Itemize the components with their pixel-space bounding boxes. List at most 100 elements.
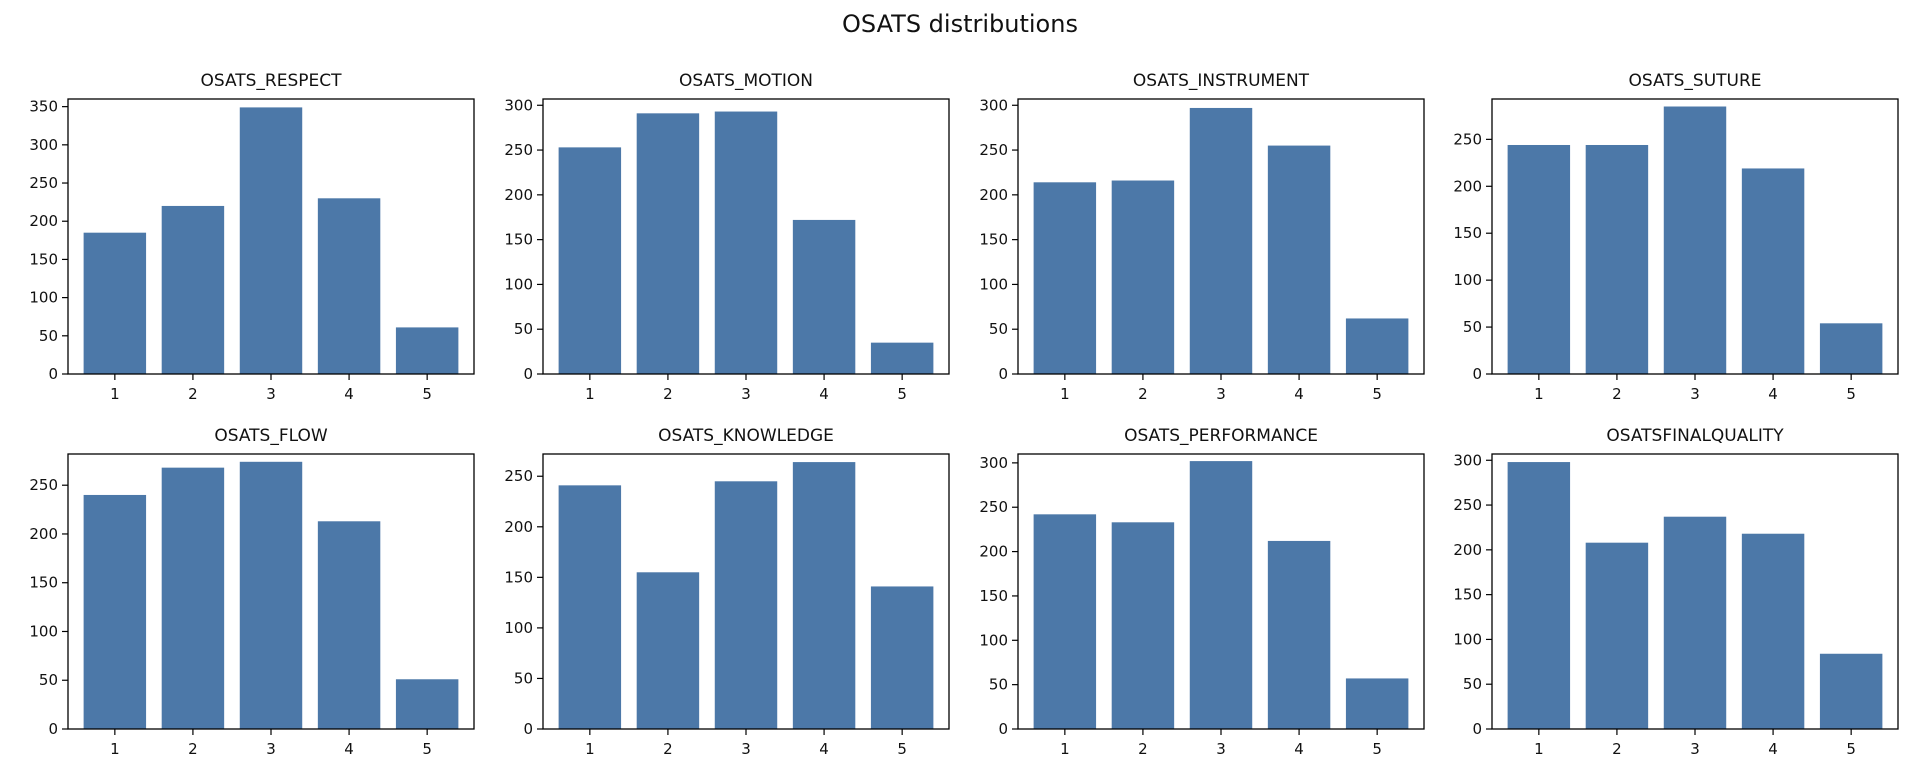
x-tick-label: 3 bbox=[741, 385, 751, 403]
bar bbox=[714, 481, 778, 729]
x-tick-label: 2 bbox=[1612, 385, 1622, 403]
y-tick-label: 100 bbox=[29, 289, 58, 307]
bar bbox=[317, 521, 381, 729]
y-tick-label: 0 bbox=[998, 365, 1008, 383]
bar bbox=[1033, 514, 1097, 729]
bar bbox=[1267, 145, 1331, 374]
x-tick-label: 1 bbox=[110, 385, 120, 403]
bar bbox=[1819, 653, 1883, 729]
y-tick-label: 150 bbox=[1453, 586, 1482, 604]
y-tick-label: 250 bbox=[29, 476, 58, 494]
bar bbox=[161, 205, 225, 374]
subplot-title: OSATS_RESPECT bbox=[200, 71, 342, 91]
x-tick-label: 4 bbox=[1768, 385, 1778, 403]
y-tick-label: 0 bbox=[48, 720, 58, 738]
x-tick-label: 4 bbox=[344, 740, 354, 758]
bar bbox=[1267, 540, 1331, 729]
x-tick-label: 2 bbox=[1612, 740, 1622, 758]
bar bbox=[558, 485, 622, 729]
bar bbox=[558, 147, 622, 374]
bar bbox=[1741, 168, 1805, 374]
x-tick-label: 2 bbox=[1138, 740, 1148, 758]
y-tick-label: 300 bbox=[1453, 451, 1482, 469]
y-tick-label: 50 bbox=[1463, 318, 1482, 336]
x-tick-label: 1 bbox=[585, 385, 595, 403]
subplot-title: OSATS_MOTION bbox=[679, 71, 813, 91]
y-tick-label: 100 bbox=[504, 619, 533, 637]
x-tick-label: 4 bbox=[819, 385, 829, 403]
y-tick-label: 150 bbox=[504, 231, 533, 249]
bar bbox=[1111, 522, 1175, 729]
x-tick-label: 1 bbox=[1534, 385, 1544, 403]
bar bbox=[1819, 323, 1883, 374]
y-tick-label: 100 bbox=[1453, 630, 1482, 648]
y-tick-label: 50 bbox=[39, 671, 58, 689]
x-tick-label: 3 bbox=[1690, 740, 1700, 758]
y-tick-label: 150 bbox=[29, 574, 58, 592]
subplot-title: OSATS_PERFORMANCE bbox=[1124, 426, 1318, 446]
bar bbox=[1663, 516, 1727, 729]
x-tick-label: 2 bbox=[663, 385, 673, 403]
x-tick-label: 3 bbox=[266, 740, 276, 758]
bar bbox=[636, 572, 700, 729]
y-tick-label: 200 bbox=[1453, 541, 1482, 559]
bar bbox=[395, 327, 459, 374]
x-tick-label: 4 bbox=[1768, 740, 1778, 758]
y-tick-label: 100 bbox=[29, 622, 58, 640]
x-tick-label: 3 bbox=[741, 740, 751, 758]
y-tick-label: 0 bbox=[1472, 720, 1482, 738]
y-tick-label: 150 bbox=[29, 250, 58, 268]
y-tick-label: 250 bbox=[29, 174, 58, 192]
y-tick-label: 100 bbox=[504, 275, 533, 293]
y-tick-label: 150 bbox=[1453, 224, 1482, 242]
y-tick-label: 50 bbox=[514, 669, 533, 687]
y-tick-label: 150 bbox=[504, 568, 533, 586]
x-tick-label: 5 bbox=[1846, 740, 1856, 758]
bar bbox=[1585, 144, 1649, 374]
y-tick-label: 100 bbox=[979, 631, 1008, 649]
y-tick-label: 200 bbox=[979, 543, 1008, 561]
y-tick-label: 250 bbox=[504, 141, 533, 159]
y-tick-label: 200 bbox=[29, 212, 58, 230]
x-tick-label: 2 bbox=[188, 385, 198, 403]
subplot-title: OSATS_KNOWLEDGE bbox=[658, 426, 834, 446]
y-tick-label: 100 bbox=[1453, 271, 1482, 289]
x-tick-label: 4 bbox=[1294, 740, 1304, 758]
bar bbox=[792, 462, 856, 729]
y-tick-label: 150 bbox=[979, 587, 1008, 605]
y-tick-label: 50 bbox=[1463, 675, 1482, 693]
bar bbox=[636, 113, 700, 374]
y-tick-label: 0 bbox=[523, 720, 533, 738]
y-tick-label: 200 bbox=[29, 525, 58, 543]
x-tick-label: 2 bbox=[663, 740, 673, 758]
x-tick-label: 1 bbox=[110, 740, 120, 758]
bar bbox=[1585, 542, 1649, 729]
x-tick-label: 3 bbox=[1216, 740, 1226, 758]
x-tick-label: 5 bbox=[422, 385, 432, 403]
y-tick-label: 350 bbox=[29, 98, 58, 116]
x-tick-label: 4 bbox=[819, 740, 829, 758]
x-tick-label: 5 bbox=[1372, 385, 1382, 403]
x-tick-label: 2 bbox=[188, 740, 198, 758]
y-tick-label: 300 bbox=[979, 454, 1008, 472]
subplot-title: OSATS_INSTRUMENT bbox=[1133, 71, 1310, 91]
x-tick-label: 5 bbox=[1846, 385, 1856, 403]
x-tick-label: 4 bbox=[344, 385, 354, 403]
x-tick-label: 5 bbox=[897, 385, 907, 403]
bar bbox=[1507, 144, 1571, 374]
y-tick-label: 150 bbox=[979, 231, 1008, 249]
bar bbox=[1033, 182, 1097, 374]
bar bbox=[1345, 318, 1409, 374]
bar bbox=[870, 586, 934, 729]
bar bbox=[83, 232, 147, 374]
y-tick-label: 0 bbox=[1472, 365, 1482, 383]
y-tick-label: 250 bbox=[1453, 130, 1482, 148]
bar bbox=[161, 467, 225, 729]
